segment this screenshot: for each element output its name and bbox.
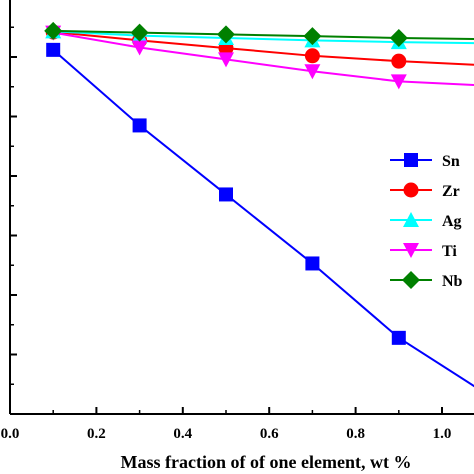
data-point-sn bbox=[132, 118, 147, 133]
data-point-zr bbox=[391, 53, 407, 69]
series-line-ag bbox=[53, 30, 474, 45]
data-point-sn bbox=[391, 330, 406, 345]
series-line-sn bbox=[52, 49, 474, 388]
series-nb bbox=[44, 21, 474, 47]
legend-label: Nb bbox=[442, 273, 463, 290]
series-layer bbox=[44, 21, 474, 388]
x-axis-title: Mass fraction of of one element, wt % bbox=[121, 452, 412, 472]
legend-item-ag: Ag bbox=[390, 212, 462, 230]
legend-item-zr: Zr bbox=[390, 182, 460, 200]
legend-item-nb: Nb bbox=[390, 271, 463, 290]
axes-layer: 0.0 0.2 0.4 0.6 0.8 1.0 bbox=[1, 0, 474, 442]
x-tick-label: 0.8 bbox=[346, 426, 365, 442]
series-sn bbox=[46, 42, 474, 388]
legend-marker bbox=[403, 182, 419, 198]
x-tick-label: 0.0 bbox=[1, 426, 20, 442]
data-point-nb bbox=[217, 25, 235, 44]
legend-marker bbox=[403, 243, 419, 258]
data-point-nb bbox=[389, 28, 408, 47]
series-line-zr bbox=[53, 31, 474, 66]
legend-label: Sn bbox=[442, 153, 460, 170]
x-tick-label: 0.2 bbox=[87, 426, 106, 442]
data-point-sn bbox=[219, 187, 233, 202]
data-point-sn bbox=[46, 42, 61, 57]
data-point-nb bbox=[303, 27, 322, 46]
legend-marker bbox=[402, 271, 420, 289]
data-point-ti bbox=[131, 40, 148, 56]
data-point-sn bbox=[305, 256, 320, 271]
legend-label: Ag bbox=[442, 213, 462, 230]
legend-marker bbox=[404, 153, 418, 167]
data-point-ti bbox=[390, 74, 407, 90]
legend: Sn Zr Ag Ti Nb bbox=[390, 153, 463, 290]
data-point-ti bbox=[218, 52, 234, 68]
legend-label: Ti bbox=[442, 243, 457, 260]
data-point-nb bbox=[130, 23, 149, 42]
x-tick-label: 0.6 bbox=[260, 426, 279, 442]
x-tick-label: 0.4 bbox=[173, 426, 192, 442]
data-point-ti bbox=[304, 64, 321, 80]
legend-marker bbox=[403, 212, 419, 227]
data-point-nb bbox=[44, 21, 63, 40]
series-line-nb bbox=[53, 29, 474, 40]
data-point-zr bbox=[304, 48, 320, 64]
legend-item-sn: Sn bbox=[390, 153, 460, 170]
legend-item-ti: Ti bbox=[390, 243, 457, 260]
x-tick-label: 1.0 bbox=[433, 426, 452, 442]
series-line-ti bbox=[53, 31, 474, 87]
legend-label: Zr bbox=[442, 183, 460, 200]
